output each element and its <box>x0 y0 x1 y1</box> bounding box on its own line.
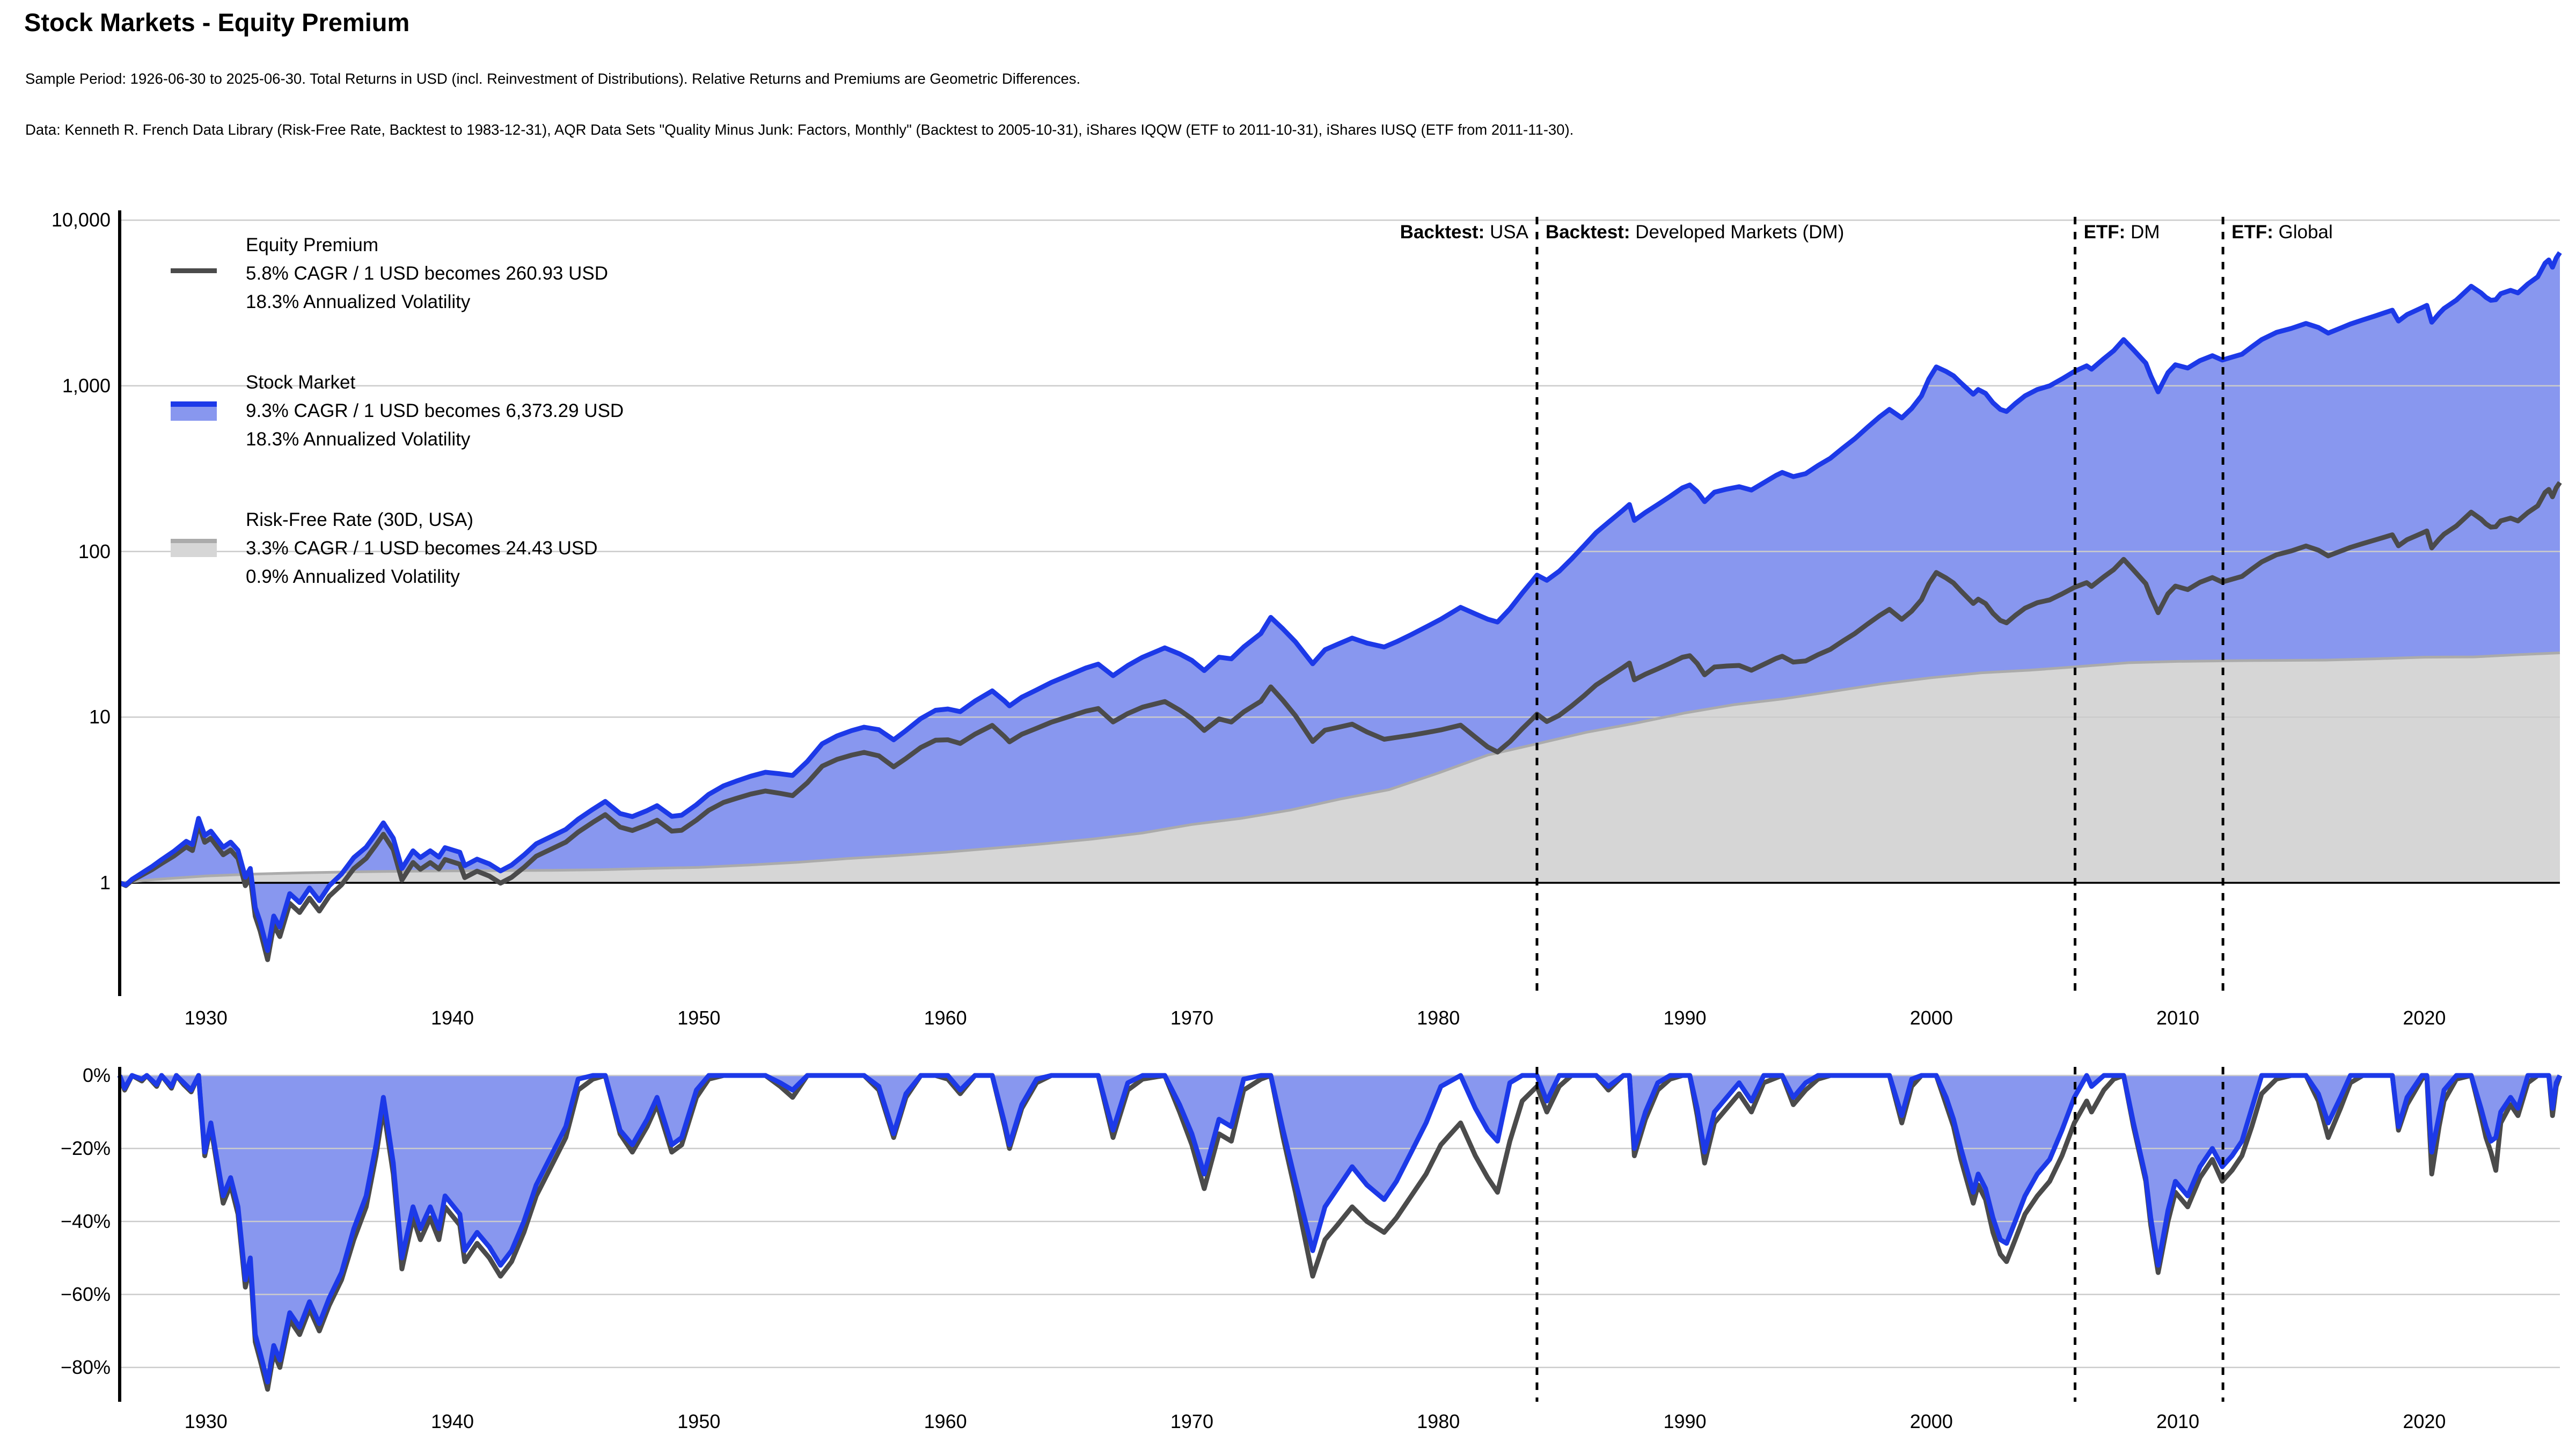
legend-series-cagr: 5.8% CAGR / 1 USD becomes 260.93 USD <box>246 263 609 284</box>
subtitle-sample-period: Sample Period: 1926-06-30 to 2025-06-30.… <box>25 70 1081 87</box>
main-xtick-1980: 1980 <box>1417 1007 1460 1029</box>
annotation-text: DM <box>2125 222 2160 243</box>
dd-ytick-0%: 0% <box>82 1064 111 1086</box>
stock-drawdown-line <box>117 1073 2563 1385</box>
regime-annotation-etf-dm: ETF: DM <box>2084 222 2160 243</box>
stock-market-area-swatch <box>171 401 217 421</box>
legend-series-name: Risk-Free Rate (30D, USA) <box>246 509 473 530</box>
page-title: Stock Markets - Equity Premium <box>24 8 410 36</box>
equity-premium-line <box>119 481 2562 962</box>
main-xtick-1970: 1970 <box>1170 1007 1213 1029</box>
dd-xtick-2020: 2020 <box>2403 1410 2446 1432</box>
annotation-prefix: Backtest: <box>1400 222 1485 243</box>
dd-xtick-1950: 1950 <box>677 1410 721 1432</box>
regime-annotation-etf-global: ETF: Global <box>2231 222 2333 243</box>
annotation-prefix: Backtest: <box>1545 222 1630 243</box>
main-xtick-1990: 1990 <box>1663 1007 1707 1029</box>
main-xtick-2010: 2010 <box>2156 1007 2200 1029</box>
equity-premium-line-swatch <box>171 268 217 273</box>
main-ytick-10: 10 <box>89 706 111 728</box>
risk-free-area <box>120 653 2560 883</box>
annotation-prefix: ETF: <box>2083 222 2126 243</box>
dd-xtick-1990: 1990 <box>1663 1410 1707 1432</box>
main-xtick-1930: 1930 <box>184 1007 228 1029</box>
dd-xtick-1970: 1970 <box>1170 1410 1213 1432</box>
dd-ytick-−20%: −20% <box>60 1137 111 1159</box>
regime-annotation-backtest-usa: Backtest: USA <box>1400 222 1528 243</box>
stock-market-line <box>119 251 2562 953</box>
main-ytick-100: 100 <box>78 540 111 562</box>
dd-xtick-1960: 1960 <box>924 1410 967 1432</box>
regime-annotation-backtest-developed-markets-dm-: Backtest: Developed Markets (DM) <box>1546 222 1844 243</box>
stock-drawdown-area <box>120 1075 2560 1382</box>
legend-series-volatility: 18.3% Annualized Volatility <box>246 291 471 312</box>
annotation-text: Global <box>2273 222 2333 243</box>
dd-xtick-2010: 2010 <box>2156 1410 2200 1432</box>
main-ytick-1,000: 1,000 <box>62 374 111 397</box>
annotation-text: Developed Markets (DM) <box>1630 222 1845 243</box>
main-xtick-1950: 1950 <box>677 1007 721 1029</box>
main-xtick-1940: 1940 <box>430 1007 474 1029</box>
main-xtick-2000: 2000 <box>1909 1007 1953 1029</box>
subtitle-data-sources: Data: Kenneth R. French Data Library (Ri… <box>25 121 1574 138</box>
legend-series-name: Stock Market <box>246 372 356 393</box>
legend-series-cagr: 9.3% CAGR / 1 USD becomes 6,373.29 USD <box>246 400 624 421</box>
legend-series-volatility: 0.9% Annualized Volatility <box>246 566 460 587</box>
main-ytick-10,000: 10,000 <box>51 209 111 231</box>
dd-xtick-1940: 1940 <box>430 1410 474 1432</box>
annotation-prefix: ETF: <box>2231 222 2273 243</box>
legend-series-cagr: 3.3% CAGR / 1 USD becomes 24.43 USD <box>246 538 598 559</box>
risk-free-area-swatch <box>171 539 217 557</box>
legend-series-volatility: 18.3% Annualized Volatility <box>246 429 471 450</box>
dd-xtick-1930: 1930 <box>184 1410 228 1432</box>
main-xtick-1960: 1960 <box>924 1007 967 1029</box>
dd-ytick-−60%: −60% <box>60 1283 111 1305</box>
dd-xtick-1980: 1980 <box>1417 1410 1460 1432</box>
dd-ytick-−40%: −40% <box>60 1210 111 1232</box>
dd-xtick-2000: 2000 <box>1909 1410 1953 1432</box>
main-xtick-2020: 2020 <box>2403 1007 2446 1029</box>
equity-premium-drawdown-line <box>117 1073 2563 1392</box>
main-ytick-1: 1 <box>99 872 111 894</box>
annotation-text: USA <box>1484 222 1528 243</box>
dd-ytick-−80%: −80% <box>60 1356 111 1378</box>
legend-series-name: Equity Premium <box>246 235 379 255</box>
